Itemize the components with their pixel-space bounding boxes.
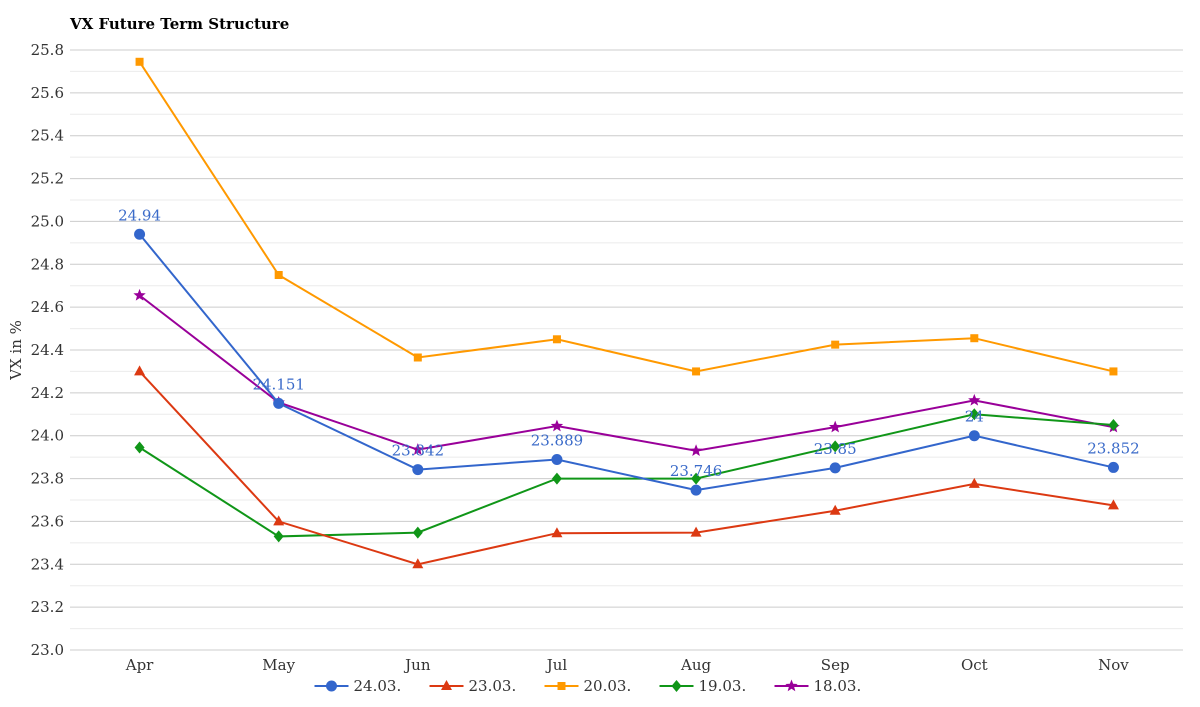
data-label: 23.85 <box>814 440 857 458</box>
data-point <box>412 526 423 539</box>
y-tick-label: 25.8 <box>31 41 64 59</box>
y-tick-label: 24.2 <box>31 384 64 402</box>
data-point <box>690 526 702 537</box>
series-line <box>138 294 1114 452</box>
x-tick-label: Oct <box>961 656 988 674</box>
y-tick-label: 24.8 <box>31 255 64 273</box>
data-point <box>969 408 980 421</box>
y-tick-label: 23.2 <box>31 598 64 616</box>
y-tick-label: 25.6 <box>31 84 64 102</box>
y-tick-label: 23.8 <box>31 470 64 488</box>
data-point <box>830 440 841 453</box>
data-point <box>551 454 563 465</box>
data-label: 24.94 <box>118 206 161 224</box>
data-point <box>829 504 841 515</box>
data-label: 24.151 <box>252 375 305 393</box>
data-point <box>1108 419 1119 431</box>
data-point <box>551 472 562 485</box>
data-label: 23.746 <box>670 462 723 480</box>
data-point <box>968 477 980 488</box>
series-line <box>138 61 1114 373</box>
data-point <box>412 558 424 569</box>
y-tick-label: 25.0 <box>31 212 64 230</box>
y-tick-label: 23.4 <box>31 555 64 573</box>
y-tick-label: 24.0 <box>31 427 64 445</box>
data-point <box>274 271 283 279</box>
x-tick-label: Jul <box>545 656 568 674</box>
x-tick-label: May <box>262 656 295 674</box>
data-point <box>829 420 842 433</box>
legend-marker <box>557 682 566 690</box>
legend-marker <box>441 680 452 690</box>
data-label: 23.852 <box>1087 439 1140 457</box>
data-point <box>411 443 424 455</box>
legend-marker <box>785 679 798 692</box>
data-point <box>690 484 702 496</box>
x-tick-label: Nov <box>1098 656 1129 674</box>
legend-label: 24.03. <box>354 677 402 695</box>
series-line <box>138 233 1114 492</box>
series-line <box>138 370 1114 566</box>
data-point <box>135 57 144 66</box>
legend-label: 18.03. <box>814 677 862 695</box>
y-tick-label: 23.0 <box>31 641 64 659</box>
data-point <box>552 335 561 344</box>
y-axis-title: VX in % <box>7 320 25 381</box>
data-point <box>970 334 979 343</box>
data-point <box>968 430 980 442</box>
data-label: 23.889 <box>531 432 584 450</box>
y-tick-label: 24.4 <box>31 341 64 359</box>
data-point <box>412 464 424 476</box>
data-label: 24 <box>965 408 984 426</box>
data-point <box>829 462 841 474</box>
legend-label: 23.03. <box>469 677 517 695</box>
x-tick-label: Aug <box>680 656 711 674</box>
legend-label: 20.03. <box>584 677 632 695</box>
chart-title: VX Future Term Structure <box>70 15 290 33</box>
legend-label: 19.03. <box>699 677 747 695</box>
y-tick-label: 25.4 <box>31 127 64 145</box>
data-point <box>273 530 284 543</box>
y-tick-label: 23.6 <box>31 512 64 530</box>
y-tick-label: 25.2 <box>31 170 64 188</box>
x-tick-label: Sep <box>821 656 850 674</box>
data-point <box>134 365 146 376</box>
data-point <box>273 397 285 409</box>
data-point <box>691 472 702 485</box>
data-point <box>1107 499 1119 510</box>
y-tick-label: 24.6 <box>31 298 64 316</box>
data-point <box>551 527 563 538</box>
legend-marker <box>326 680 337 692</box>
legend-marker <box>671 680 682 692</box>
data-label: 23.842 <box>392 442 445 460</box>
data-point <box>1109 367 1118 376</box>
data-point <box>1107 461 1119 473</box>
data-point <box>273 515 285 526</box>
data-point <box>133 288 146 301</box>
data-point <box>134 228 146 240</box>
series-line <box>139 413 1114 538</box>
data-point <box>968 393 981 406</box>
data-point <box>550 419 564 432</box>
data-point <box>413 353 422 362</box>
data-point <box>831 340 840 349</box>
x-tick-label: Jun <box>403 656 431 674</box>
x-tick-label: Apr <box>125 656 154 674</box>
data-point <box>692 367 701 376</box>
data-point <box>689 444 703 456</box>
data-point <box>134 441 145 454</box>
